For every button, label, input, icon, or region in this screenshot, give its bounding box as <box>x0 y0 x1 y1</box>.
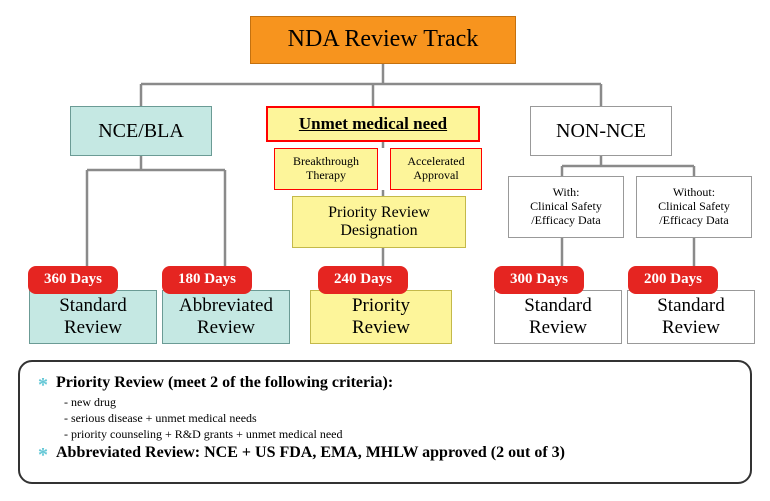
node-without: Without:Clinical Safety/Efficacy Data <box>636 176 752 238</box>
node-nce: NCE/BLA <box>70 106 212 156</box>
node-nonnce: NON-NCE <box>530 106 672 156</box>
footnote-line-0: Priority Review (meet 2 of the following… <box>34 372 736 394</box>
footnote-line-3: - priority counseling + R&D grants + unm… <box>34 426 736 442</box>
days-badge-3: 300 Days <box>494 266 584 294</box>
footnote-line-4: Abbreviated Review: NCE + US FDA, EMA, M… <box>34 442 736 464</box>
node-prd: Priority ReviewDesignation <box>292 196 466 248</box>
node-std1: StandardReview <box>29 290 157 344</box>
days-badge-4: 200 Days <box>628 266 718 294</box>
days-badge-2: 240 Days <box>318 266 408 294</box>
node-acc: AcceleratedApproval <box>390 148 482 190</box>
footnote-box: Priority Review (meet 2 of the following… <box>18 360 752 484</box>
node-prio: PriorityReview <box>310 290 452 344</box>
node-std3: StandardReview <box>627 290 755 344</box>
node-abbr: AbbreviatedReview <box>162 290 290 344</box>
days-badge-1: 180 Days <box>162 266 252 294</box>
footnote-line-1: - new drug <box>34 394 736 410</box>
node-std2: StandardReview <box>494 290 622 344</box>
node-unmet: Unmet medical need <box>266 106 480 142</box>
bullet-icon: * <box>38 442 48 469</box>
node-bt: BreakthroughTherapy <box>274 148 378 190</box>
node-with: With:Clinical Safety/Efficacy Data <box>508 176 624 238</box>
node-title: NDA Review Track <box>250 16 516 64</box>
days-badge-0: 360 Days <box>28 266 118 294</box>
footnote-line-2: - serious disease + unmet medical needs <box>34 410 736 426</box>
